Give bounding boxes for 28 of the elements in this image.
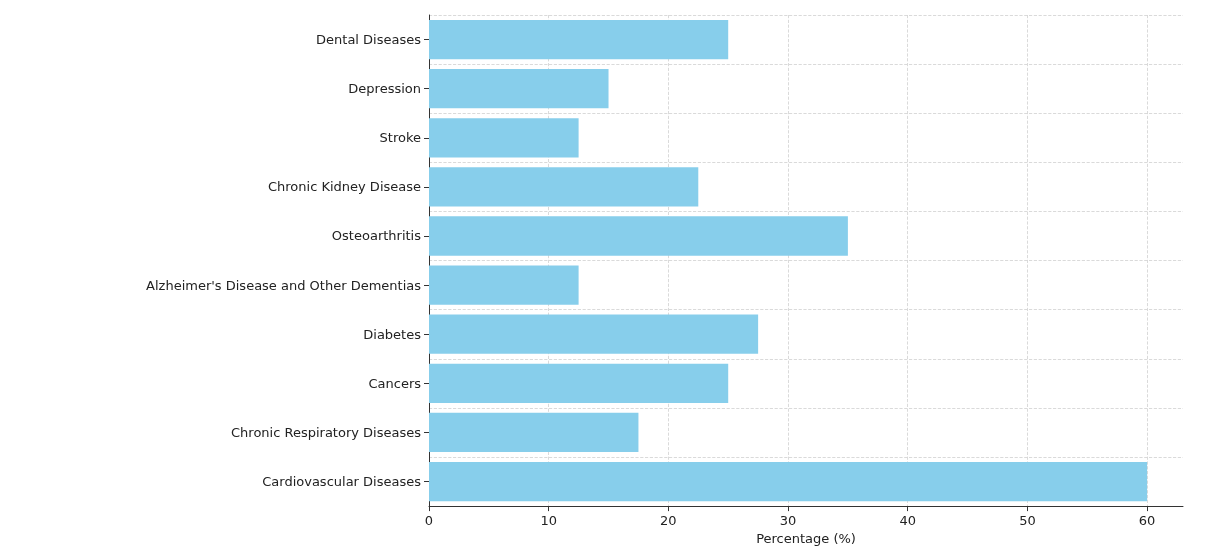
bar — [429, 265, 579, 305]
x-axis-title: Percentage (%) — [756, 531, 856, 546]
y-tick-label: Depression — [348, 81, 421, 97]
y-tick-label: Osteoarthritis — [331, 228, 422, 244]
bar — [429, 461, 1148, 502]
x-tick-label: 20 — [660, 513, 677, 529]
y-tick-label: Alzheimer's Disease and Other Dementias — [146, 277, 422, 293]
x-tick-label: 30 — [779, 513, 797, 529]
bar — [429, 167, 699, 207]
bar — [429, 412, 639, 453]
bar — [429, 19, 729, 60]
bar — [429, 118, 579, 158]
x-tick-label: 40 — [899, 513, 916, 529]
bar — [429, 314, 759, 354]
x-tick-label: 60 — [1138, 513, 1156, 529]
y-tick-label: Cardiovascular Diseases — [262, 474, 422, 490]
bar — [429, 216, 848, 256]
y-tick-label: Diabetes — [363, 326, 422, 342]
y-tick-label: Chronic Kidney Disease — [267, 179, 421, 195]
x-tick-label: 0 — [424, 513, 434, 529]
bar — [429, 69, 609, 109]
y-tick-label: Chronic Respiratory Diseases — [231, 424, 422, 440]
y-tick-label: Cancers — [368, 375, 422, 391]
x-tick-label: 50 — [1019, 513, 1036, 529]
y-tick-label: Stroke — [379, 130, 421, 146]
y-tick-label: Dental Diseases — [316, 32, 422, 48]
x-tick-label: 10 — [540, 513, 557, 529]
bar — [429, 363, 729, 403]
